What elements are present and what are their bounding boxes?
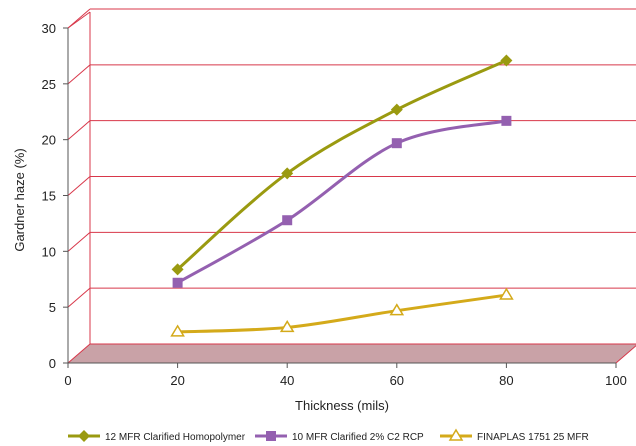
legend-marker (78, 430, 90, 442)
gridlines (67, 8, 636, 308)
data-point (281, 167, 294, 180)
series-line (176, 59, 508, 271)
y-tick-label: 0 (49, 356, 56, 371)
y-tick-label: 10 (42, 244, 56, 259)
series-line (177, 293, 507, 334)
data-point (170, 324, 185, 337)
x-tick-label: 20 (170, 373, 184, 388)
data-point (500, 54, 513, 67)
series-layer (170, 54, 514, 337)
x-tick-label: 0 (64, 373, 71, 388)
gridline-depth (67, 287, 91, 308)
legend-item: 12 MFR Clarified Homopolymer (68, 430, 246, 443)
y-ticks: 0 5 10 15 20 25 30 (42, 21, 68, 371)
gridline-depth (67, 231, 91, 252)
data-point (279, 319, 295, 333)
gridline-depth (67, 64, 91, 85)
data-point (499, 287, 514, 300)
data-point (501, 115, 512, 126)
y-tick-label: 5 (49, 300, 56, 315)
x-tick-label: 100 (605, 373, 627, 388)
legend: 12 MFR Clarified Homopolymer 10 MFR Clari… (68, 428, 589, 443)
x-ticks: 0 20 40 60 80 100 (64, 363, 627, 388)
y-tick-label: 25 (42, 77, 56, 92)
series-3 (170, 287, 514, 337)
legend-marker (266, 431, 276, 441)
gridline-depth (67, 176, 91, 196)
x-tick-label: 80 (499, 373, 513, 388)
data-point (282, 215, 293, 226)
depth-edge-top (67, 11, 91, 29)
x-tick-label: 60 (390, 373, 404, 388)
gridline-depth (67, 120, 91, 141)
legend-item: FINAPLAS 1751 25 MFR (440, 428, 589, 443)
data-point (390, 103, 403, 116)
data-point (389, 303, 405, 316)
x-axis-label: Thickness (mils) (295, 398, 389, 413)
data-point (391, 138, 402, 149)
series-2 (172, 115, 512, 288)
y-tick-label: 15 (42, 189, 56, 204)
y-axis-label: Gardner haze (%) (12, 148, 27, 251)
data-point (171, 263, 184, 276)
legend-item: 10 MFR Clarified 2% C2 RCP (255, 431, 424, 443)
plot-floor (66, 343, 636, 364)
y-tick-label: 20 (42, 133, 56, 148)
legend-marker (448, 428, 464, 441)
series-line (176, 119, 507, 285)
legend-label: FINAPLAS 1751 25 MFR (477, 432, 589, 443)
y-tick-label: 30 (42, 21, 56, 36)
legend-label: 10 MFR Clarified 2% C2 RCP (292, 432, 424, 443)
plot-frame (66, 8, 636, 364)
series-1 (171, 54, 513, 276)
legend-label: 12 MFR Clarified Homopolymer (105, 432, 246, 443)
x-tick-label: 40 (280, 373, 294, 388)
data-point (172, 277, 183, 288)
